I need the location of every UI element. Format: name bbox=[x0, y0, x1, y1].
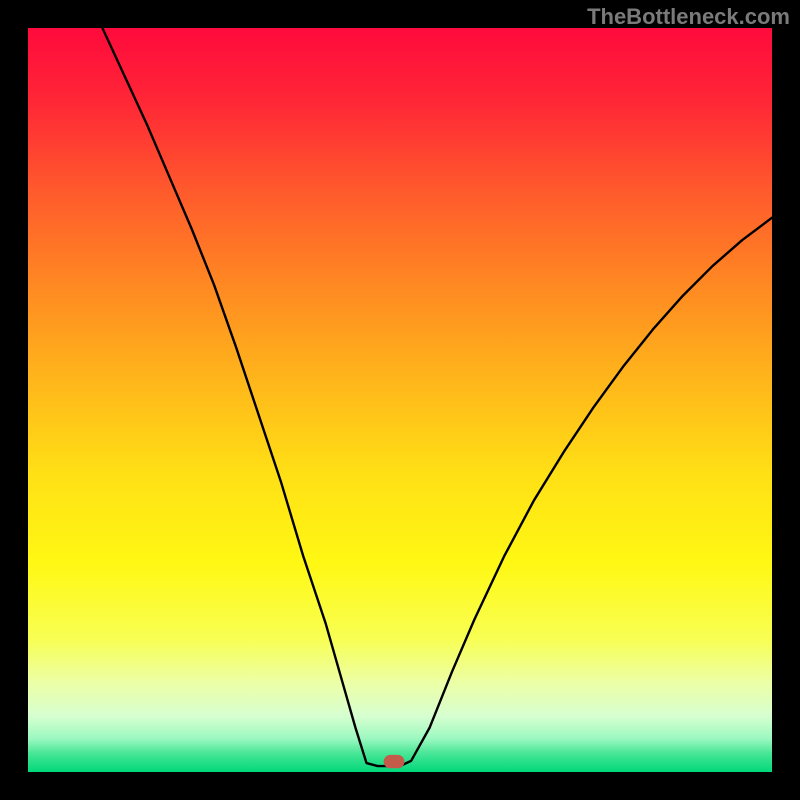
plot-background bbox=[28, 28, 772, 772]
curve-minimum-marker bbox=[384, 755, 405, 768]
bottleneck-chart: TheBottleneck.com bbox=[0, 0, 800, 800]
chart-svg bbox=[0, 0, 800, 800]
watermark-text: TheBottleneck.com bbox=[587, 4, 790, 30]
